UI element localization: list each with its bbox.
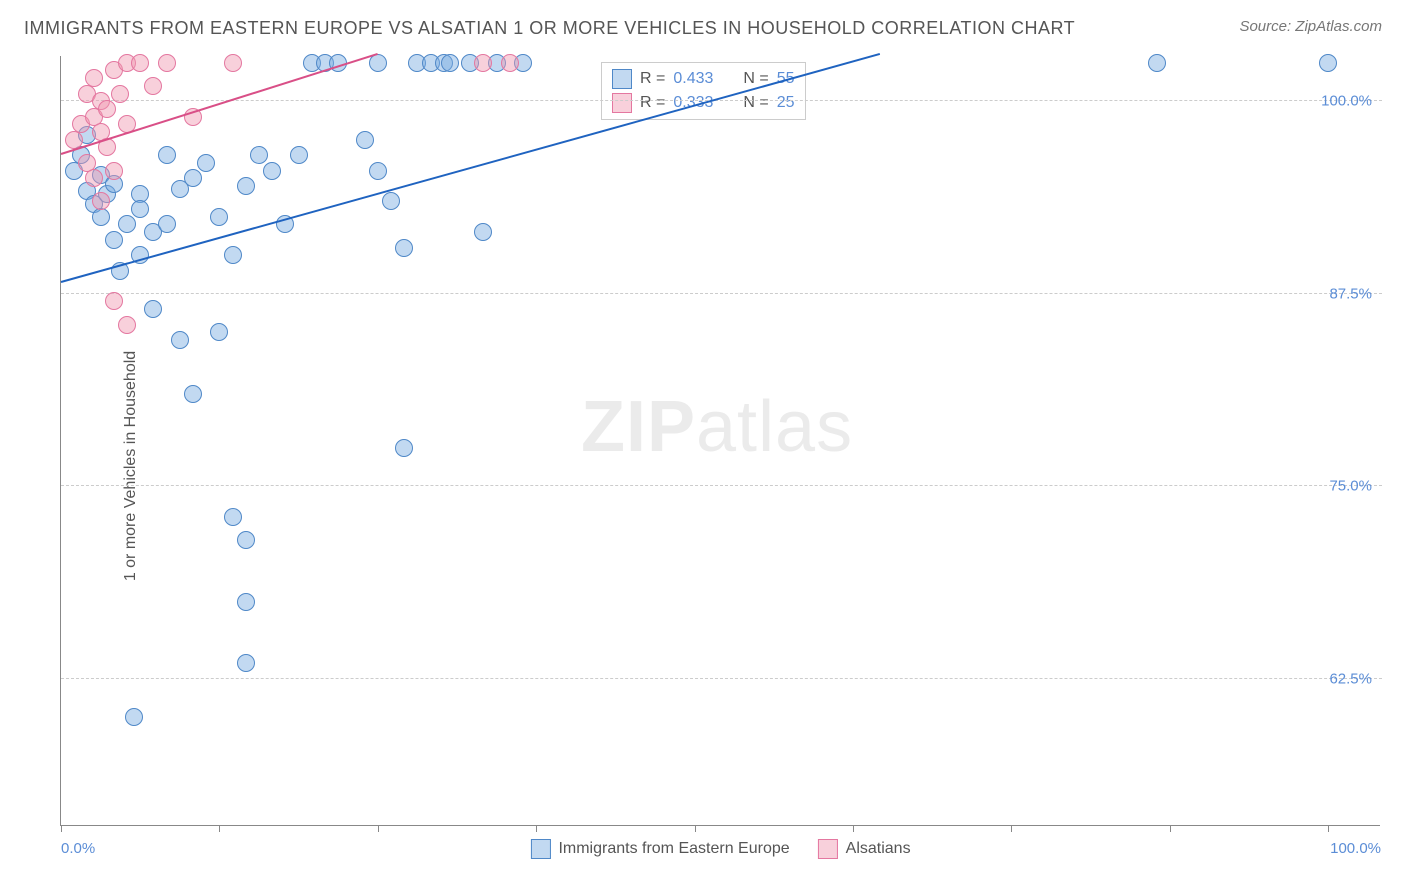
n-label-pink: N = [743, 94, 768, 112]
data-point-blue [441, 54, 459, 72]
data-point-pink [501, 54, 519, 72]
data-point-pink [131, 54, 149, 72]
data-point-pink [118, 316, 136, 334]
gridline [61, 678, 1382, 679]
data-point-blue [1148, 54, 1166, 72]
correlation-legend: R = 0.433 N = 55 R = 0.333 N = 25 [601, 62, 806, 120]
data-point-blue [197, 154, 215, 172]
data-point-blue [105, 231, 123, 249]
legend-swatch-blue-2 [530, 839, 550, 859]
x-tick-label-start: 0.0% [61, 840, 95, 857]
data-point-pink [474, 54, 492, 72]
chart-header: IMMIGRANTS FROM EASTERN EUROPE VS ALSATI… [24, 18, 1382, 39]
legend-label-blue: Immigrants from Eastern Europe [558, 840, 789, 858]
data-point-blue [210, 323, 228, 341]
data-point-blue [171, 331, 189, 349]
data-point-blue [158, 215, 176, 233]
watermark-zip: ZIP [581, 387, 696, 467]
data-point-blue [118, 215, 136, 233]
chart-title: IMMIGRANTS FROM EASTERN EUROPE VS ALSATI… [24, 18, 1075, 39]
plot-area: ZIPatlas R = 0.433 N = 55 R = 0.333 N = … [60, 56, 1380, 826]
data-point-pink [105, 162, 123, 180]
data-point-pink [144, 77, 162, 95]
y-tick-label: 87.5% [1329, 285, 1372, 302]
data-point-blue [356, 131, 374, 149]
x-tick [1328, 825, 1329, 832]
data-point-blue [158, 146, 176, 164]
x-tick [378, 825, 379, 832]
data-point-blue [144, 300, 162, 318]
x-tick [695, 825, 696, 832]
legend-swatch-pink-2 [818, 839, 838, 859]
x-tick [61, 825, 62, 832]
data-point-blue [224, 246, 242, 264]
data-point-blue [290, 146, 308, 164]
y-tick-label: 62.5% [1329, 670, 1372, 687]
data-point-blue [184, 385, 202, 403]
data-point-blue [125, 708, 143, 726]
data-point-pink [85, 69, 103, 87]
data-point-blue [224, 508, 242, 526]
data-point-blue [237, 593, 255, 611]
x-tick [219, 825, 220, 832]
data-point-pink [98, 100, 116, 118]
data-point-blue [369, 162, 387, 180]
data-point-pink [224, 54, 242, 72]
data-point-blue [395, 239, 413, 257]
data-point-pink [111, 85, 129, 103]
data-point-blue [395, 439, 413, 457]
data-point-blue [237, 654, 255, 672]
x-tick [853, 825, 854, 832]
x-tick [536, 825, 537, 832]
x-tick-label-end: 100.0% [1330, 840, 1381, 857]
data-point-blue [237, 177, 255, 195]
data-point-pink [92, 192, 110, 210]
legend-swatch-blue [612, 69, 632, 89]
r-label-pink: R = [640, 94, 665, 112]
data-point-pink [105, 292, 123, 310]
data-point-blue [382, 192, 400, 210]
data-point-pink [158, 54, 176, 72]
watermark: ZIPatlas [581, 386, 853, 468]
gridline [61, 293, 1382, 294]
legend-item-blue: Immigrants from Eastern Europe [530, 839, 789, 859]
r-label-blue: R = [640, 70, 665, 88]
data-point-blue [1319, 54, 1337, 72]
legend-label-pink: Alsatians [846, 840, 911, 858]
x-tick [1170, 825, 1171, 832]
gridline [61, 485, 1382, 486]
gridline [61, 100, 1382, 101]
data-point-pink [85, 169, 103, 187]
data-point-blue [210, 208, 228, 226]
watermark-atlas: atlas [696, 387, 853, 467]
data-point-blue [263, 162, 281, 180]
x-tick [1011, 825, 1012, 832]
trend-line-blue [61, 53, 880, 283]
data-point-blue [92, 208, 110, 226]
y-tick-label: 100.0% [1321, 93, 1372, 110]
y-tick-label: 75.0% [1329, 478, 1372, 495]
data-point-blue [131, 200, 149, 218]
data-point-blue [184, 169, 202, 187]
legend-swatch-pink [612, 93, 632, 113]
source-attribution: Source: ZipAtlas.com [1239, 18, 1382, 35]
data-point-blue [250, 146, 268, 164]
chart-container: 1 or more Vehicles in Household ZIPatlas… [24, 48, 1382, 884]
r-value-blue: 0.433 [673, 70, 713, 88]
series-legend: Immigrants from Eastern Europe Alsatians [530, 839, 910, 859]
legend-item-pink: Alsatians [818, 839, 911, 859]
n-value-pink: 25 [777, 94, 795, 112]
data-point-blue [237, 531, 255, 549]
data-point-blue [474, 223, 492, 241]
legend-row-blue: R = 0.433 N = 55 [612, 67, 795, 91]
